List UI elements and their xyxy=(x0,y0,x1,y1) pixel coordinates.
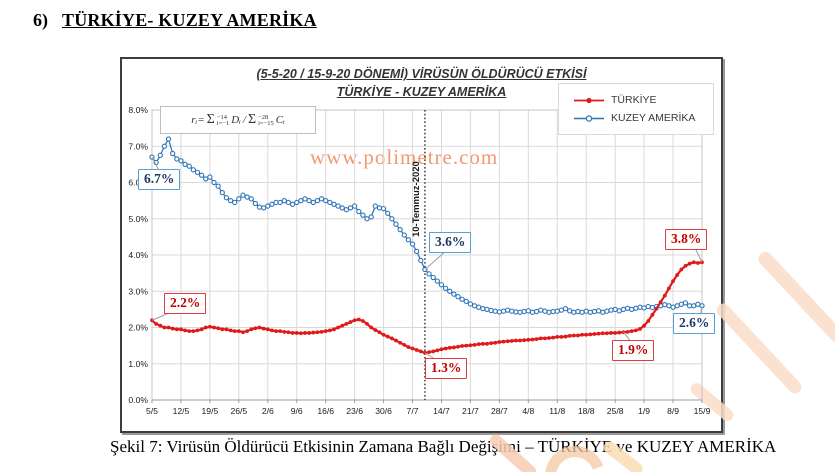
sigma1-limits: −14 i=−1 xyxy=(216,113,230,127)
x-tick-label: 5/5 xyxy=(146,406,158,416)
watermark-text: www.polimetre.com xyxy=(310,145,499,169)
legend-entry-kuzey-amerika: KUZEY AMERİKA xyxy=(573,112,713,124)
formula-lhs: rᵢ= xyxy=(191,114,205,126)
vline-date-label: 10-Temmuz-2020 xyxy=(411,161,422,237)
sigma2-limits: −28 i=−15 xyxy=(258,113,274,127)
blue-line-marker-icon xyxy=(574,114,604,122)
red-line-marker-icon xyxy=(574,97,604,103)
chart-frame: www.polimetre.com (5-5-20 / 15-9-20 DÖNE… xyxy=(120,57,723,433)
y-tick-label: 4.0% xyxy=(128,250,148,260)
annotation-label-6-7pct: 6.7% xyxy=(138,169,181,190)
x-tick-label: 9/6 xyxy=(291,406,303,416)
chart-title-line1: (5-5-20 / 15-9-20 DÖNEMİ) VİRÜSÜN ÖLDÜRÜ… xyxy=(256,67,587,81)
x-tick-label: 19/5 xyxy=(202,406,219,416)
formula-term2: Cᵢ xyxy=(275,114,285,126)
annotation-label-2-2pct: 2.2% xyxy=(164,293,207,314)
annotation-label-3-6pct: 3.6% xyxy=(429,232,472,253)
section-heading: 6) TÜRKİYE- KUZEY AMERİKA xyxy=(33,10,317,31)
x-tick-label: 28/7 xyxy=(491,406,508,416)
x-tick-label: 4/8 xyxy=(522,406,534,416)
annotation-label-2-6pct: 2.6% xyxy=(673,313,716,334)
annotation-label-1-9pct: 1.9% xyxy=(612,340,655,361)
formula-divide: / xyxy=(242,114,246,126)
formula-box: rᵢ= Σ −14 i=−1 Dᵢ / Σ −28 i=−15 Cᵢ xyxy=(160,106,316,134)
x-tick-label: 26/5 xyxy=(230,406,247,416)
x-tick-label: 8/9 xyxy=(667,406,679,416)
y-tick-label: 3.0% xyxy=(128,286,148,296)
legend-label-turkiye: TÜRKİYE xyxy=(611,94,657,106)
annotation-label-1-3pct: 1.3% xyxy=(425,358,468,379)
y-tick-label: 8.0% xyxy=(128,105,148,115)
x-tick-label: 25/8 xyxy=(607,406,624,416)
x-tick-label: 11/8 xyxy=(549,406,565,416)
line-chart-plot: 5/5 12/5 19/5 26/5 2/6 9/6 16/6 23/6 30/6 7/7 14/7… xyxy=(128,105,711,416)
watermark-stroke xyxy=(755,249,835,345)
sigma-symbol: Σ xyxy=(247,112,257,127)
x-tick-label: 12/5 xyxy=(173,406,190,416)
y-tick-label: 0.0% xyxy=(128,395,148,405)
y-tick-label: 5.0% xyxy=(128,214,148,224)
x-tick-label: 21/7 xyxy=(462,406,479,416)
y-tick-label: 7.0% xyxy=(128,141,148,151)
x-tick-label: 2/6 xyxy=(262,406,274,416)
watermark-stroke xyxy=(714,300,804,397)
figure-caption: Şekil 7: Virüsün Öldürücü Etkisinin Zama… xyxy=(110,437,777,456)
x-tick-label: 16/6 xyxy=(317,406,334,416)
x-tick-label: 30/6 xyxy=(375,406,392,416)
y-tick-label: 1.0% xyxy=(128,359,148,369)
legend-entry-turkiye: TÜRKİYE xyxy=(573,94,713,106)
formula-term1: Dᵢ xyxy=(231,114,241,126)
y-tick-label: 2.0% xyxy=(128,323,148,333)
legend-label-kuzey-amerika: KUZEY AMERİKA xyxy=(611,112,696,124)
x-tick-label: 7/7 xyxy=(407,406,419,416)
x-tick-label: 18/8 xyxy=(578,406,595,416)
x-tick-label: 15/9 xyxy=(694,406,711,416)
section-title: TÜRKİYE- KUZEY AMERİKA xyxy=(62,10,317,30)
sigma-symbol: Σ xyxy=(206,112,215,127)
x-tick-label: 14/7 xyxy=(433,406,450,416)
chart-title-line2: TÜRKİYE - KUZEY AMERİKA xyxy=(336,85,507,100)
section-number: 6) xyxy=(33,10,48,30)
x-tick-label: 1/9 xyxy=(638,406,650,416)
annotation-label-3-8pct: 3.8% xyxy=(665,229,708,250)
chart-legend: TÜRKİYE KUZEY AMERİKA xyxy=(558,83,714,135)
chart-title: (5-5-20 / 15-9-20 DÖNEMİ) VİRÜSÜN ÖLDÜRÜ… xyxy=(122,65,721,101)
x-tick-label: 23/6 xyxy=(346,406,363,416)
